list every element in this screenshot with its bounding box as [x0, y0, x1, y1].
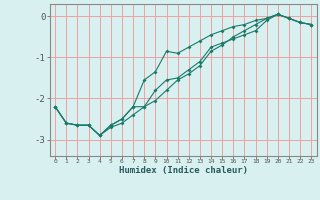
X-axis label: Humidex (Indice chaleur): Humidex (Indice chaleur) — [119, 166, 248, 175]
